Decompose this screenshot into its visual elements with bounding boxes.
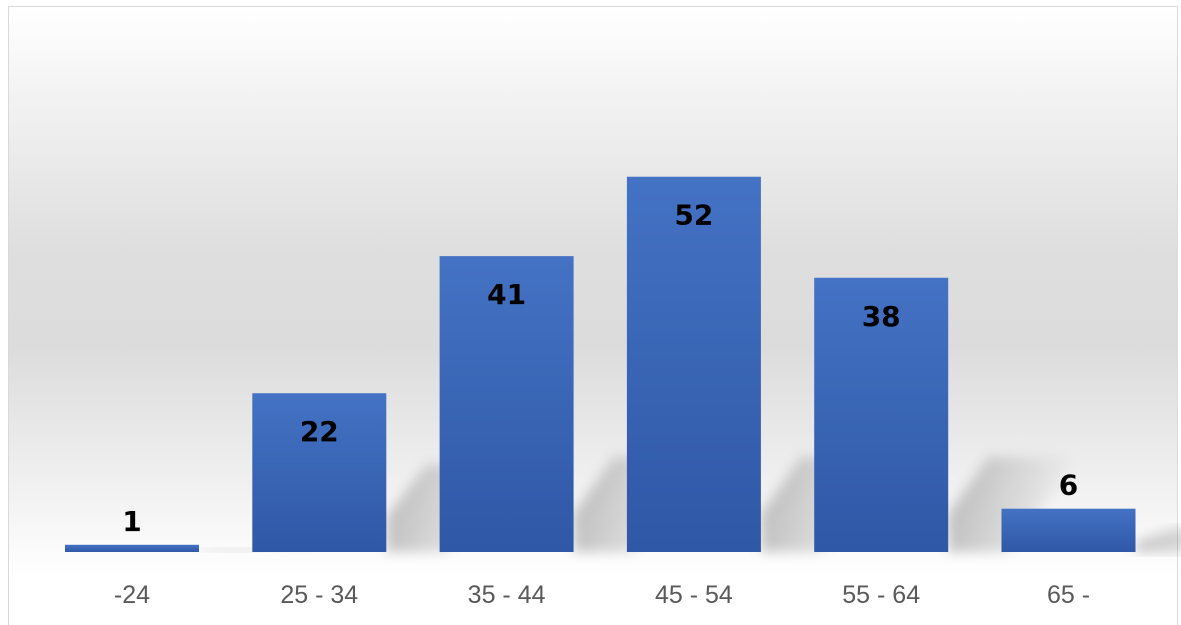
bar-1 bbox=[252, 393, 387, 552]
category-label-0: -24 bbox=[114, 581, 150, 609]
data-label-0: 1 bbox=[122, 505, 141, 538]
data-label-2: 41 bbox=[487, 278, 526, 311]
category-label-1: 25 - 34 bbox=[280, 581, 358, 609]
bar-2 bbox=[439, 256, 574, 552]
data-label-5: 6 bbox=[1059, 469, 1078, 502]
bar-3 bbox=[626, 176, 761, 552]
bar-shadow bbox=[1135, 528, 1181, 552]
category-label-2: 35 - 44 bbox=[468, 581, 546, 609]
data-labels: 1 22 41 52 38 6 bbox=[122, 199, 1078, 538]
category-label-5: 65 - bbox=[1047, 581, 1090, 609]
category-label-3: 45 - 54 bbox=[655, 581, 733, 609]
bar-4 bbox=[814, 277, 949, 552]
data-label-1: 22 bbox=[300, 415, 339, 448]
bar-shadow bbox=[948, 457, 1079, 552]
bar-5 bbox=[1001, 508, 1136, 552]
data-label-3: 52 bbox=[674, 199, 713, 232]
category-label-4: 55 - 64 bbox=[842, 581, 920, 609]
bar-0 bbox=[65, 544, 199, 552]
bars bbox=[65, 176, 1136, 552]
data-label-4: 38 bbox=[862, 300, 901, 333]
category-axis-labels: -24 25 - 34 35 - 44 45 - 54 55 - 64 65 - bbox=[114, 581, 1090, 609]
